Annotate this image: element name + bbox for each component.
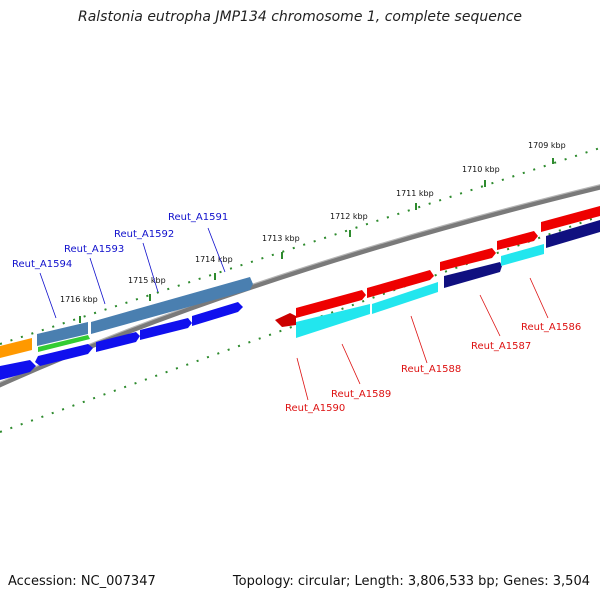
gene-arrow [38, 335, 90, 352]
gene-arrow [140, 318, 192, 340]
forward-genes-right [275, 206, 600, 327]
forward-genes-left [0, 277, 253, 358]
gene-arrow [0, 360, 36, 380]
forward-labels: Reut_A1591 Reut_A1592 Reut_A1593 Reut_A1… [12, 212, 228, 270]
major-ticks [79, 158, 554, 323]
kbp-label-1715: 1715 kbp [128, 276, 166, 285]
gene-arrow [37, 322, 88, 346]
gene-arrow [546, 220, 600, 248]
gene-label-Reut_A1593: Reut_A1593 [64, 244, 124, 255]
gene-arrow [367, 270, 434, 298]
reverse-labels: Reut_A1586 Reut_A1587 Reut_A1588 Reut_A1… [285, 322, 581, 414]
topology-summary: Topology: circular; Length: 3,806,533 bp… [232, 574, 590, 589]
kbp-label-1712: 1712 kbp [330, 212, 368, 221]
gene-arrow [501, 244, 544, 266]
gene-label-Reut_A1591: Reut_A1591 [168, 212, 228, 223]
gene-arrow [35, 344, 93, 366]
gene-arrow [444, 262, 502, 288]
gene-label-Reut_A1590: Reut_A1590 [285, 403, 345, 414]
gene-arrow [296, 290, 366, 318]
gene-label-Reut_A1594: Reut_A1594 [12, 259, 72, 270]
gene-arrow [440, 248, 496, 271]
gene-arrow [296, 304, 370, 338]
kbp-label-1716: 1716 kbp [60, 295, 98, 304]
kbp-label-1710: 1710 kbp [462, 165, 500, 174]
kbp-label-1713: 1713 kbp [262, 234, 300, 243]
gene-arrow [192, 302, 243, 326]
gene-arrow [275, 313, 296, 327]
kbp-label-1714: 1714 kbp [195, 255, 233, 264]
gene-label-Reut_A1587: Reut_A1587 [471, 341, 531, 352]
gene-arrow [96, 332, 140, 352]
kbp-labels: 1709 kbp 1710 kbp 1711 kbp 1712 kbp 1713… [60, 141, 566, 304]
gene-arrow [372, 282, 438, 314]
gene-label-Reut_A1589: Reut_A1589 [331, 389, 391, 400]
gene-arrow [541, 206, 600, 232]
gene-arrow [497, 231, 538, 250]
reverse-genes-left [0, 302, 243, 380]
accession-text: Accession: NC_007347 [8, 574, 156, 589]
forward-leaders [39, 227, 226, 319]
kbp-label-1709: 1709 kbp [528, 141, 566, 150]
gene-arrow [91, 277, 253, 334]
gene-label-Reut_A1586: Reut_A1586 [521, 322, 581, 333]
gene-label-Reut_A1592: Reut_A1592 [114, 229, 174, 240]
kbp-label-1711: 1711 kbp [396, 189, 434, 198]
gene-arrow [0, 338, 32, 358]
map-title: Ralstonia eutropha JMP134 chromosome 1, … [77, 9, 522, 25]
reverse-genes-right [296, 220, 600, 338]
reverse-leaders [296, 277, 549, 401]
gene-label-Reut_A1588: Reut_A1588 [401, 364, 461, 375]
genome-backbone [0, 184, 600, 388]
